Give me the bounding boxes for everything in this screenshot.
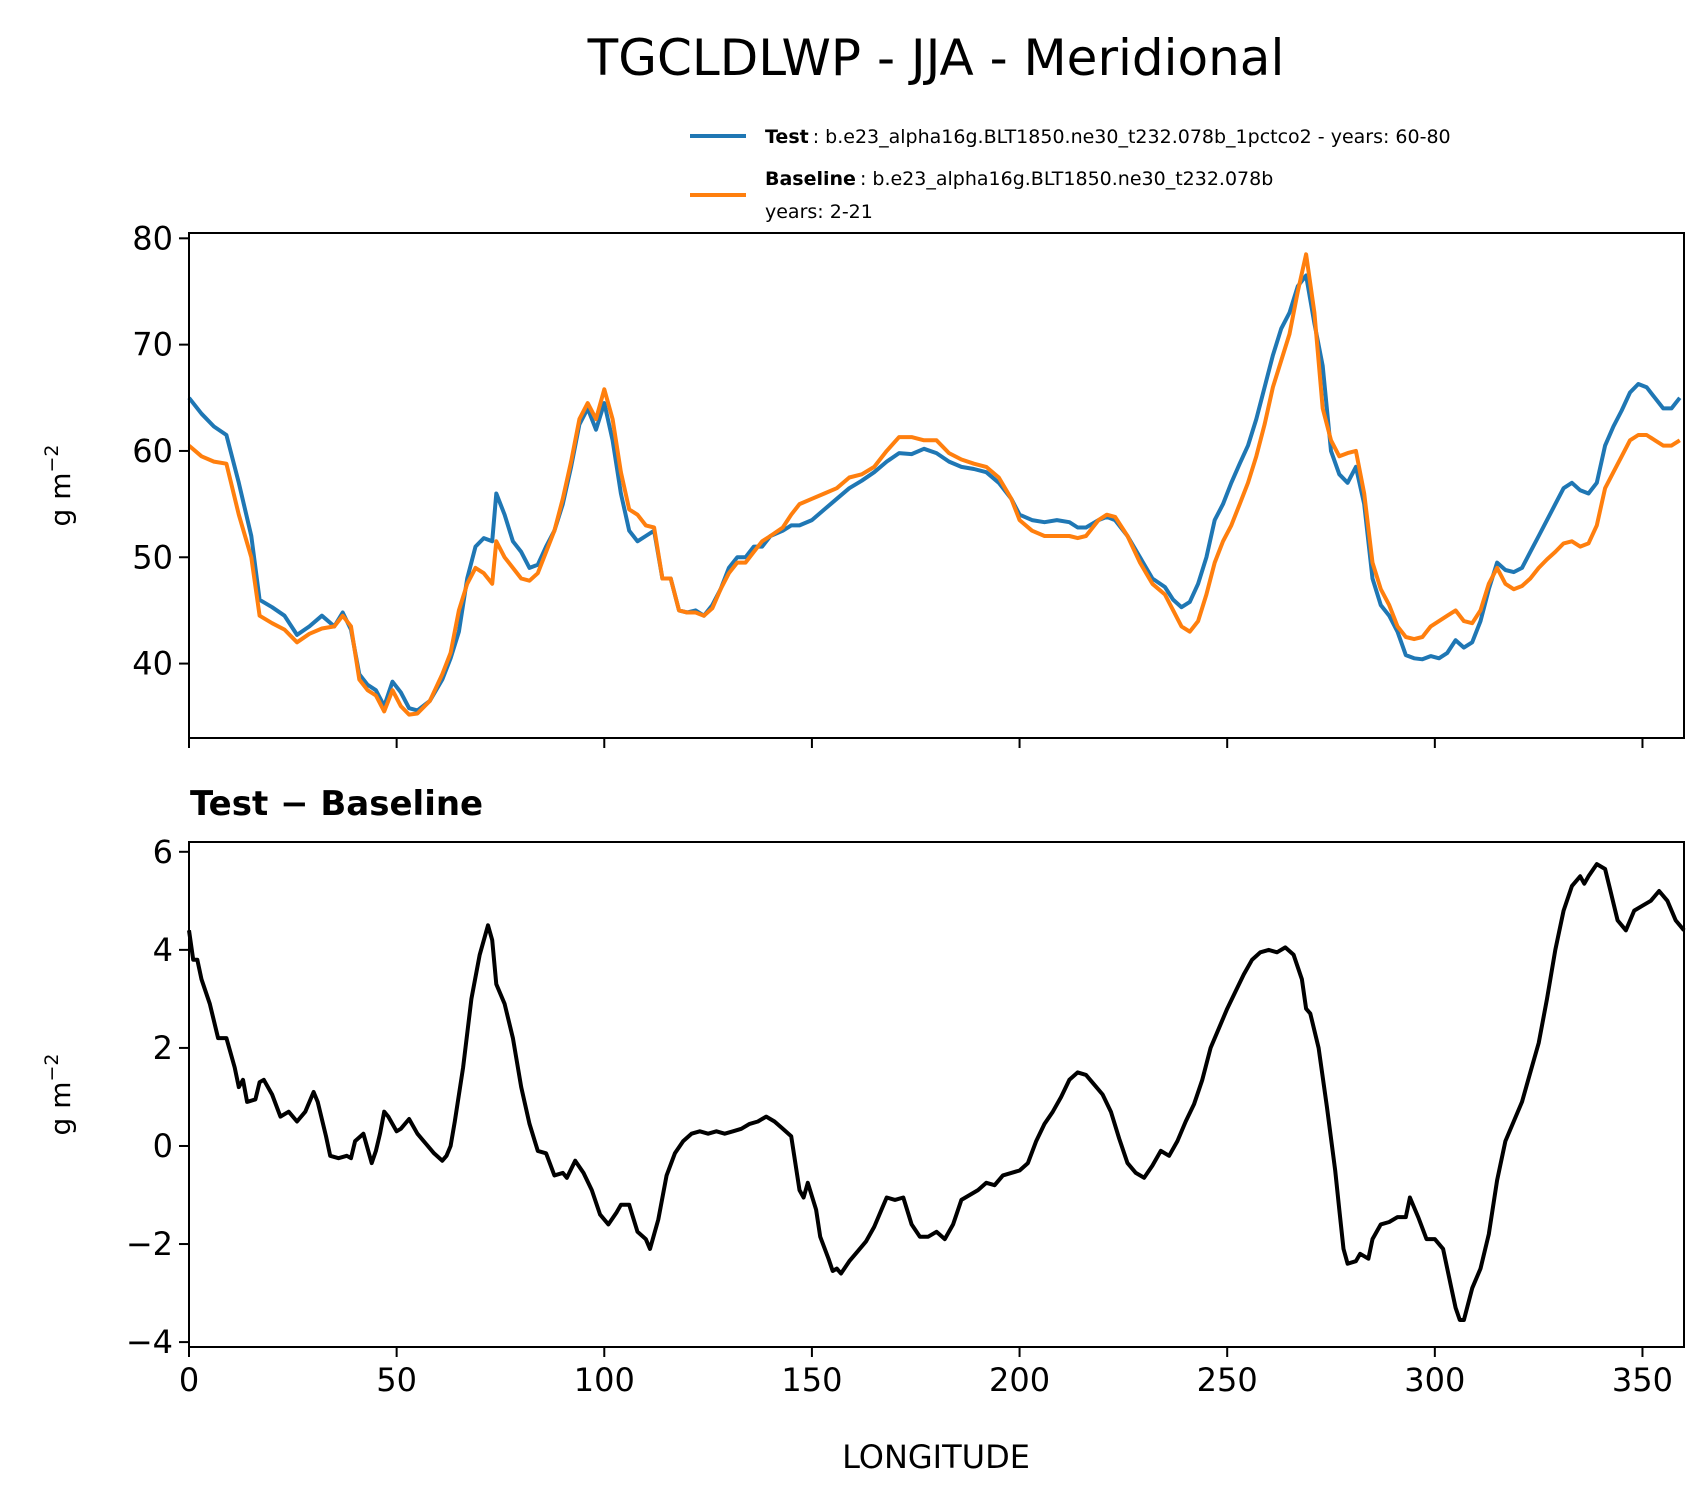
bottom-x-tick-label: 0	[179, 1361, 199, 1399]
top-series-line-baseline	[187, 252, 1681, 717]
bottom-series-lines	[187, 862, 1686, 1322]
top-y-tick-label: 70	[132, 326, 173, 364]
legend-baseline-text: : b.e23_alpha16g.BLT1850.ne30_t232.078b	[860, 168, 1273, 190]
bottom-panel-title: Test − Baseline	[190, 784, 483, 824]
top-x-ticks	[188, 738, 1644, 748]
bottom-x-tick-label: 50	[376, 1361, 417, 1399]
bottom-y-ticks: −4 −2 0 2 4 6	[126, 833, 189, 1361]
legend-baseline-entry: Baseline: b.e23_alpha16g.BLT1850.ne30_t2…	[765, 168, 1273, 190]
bottom-y-tick-label: −2	[126, 1225, 173, 1263]
bottom-y-tick-label: 2	[153, 1029, 173, 1067]
bottom-series-line-diff	[187, 862, 1686, 1322]
top-panel: 40 50 60 70 80 g m−2	[41, 219, 1685, 748]
legend-baseline-years: years: 2-21	[765, 201, 873, 223]
bottom-x-tick-label: 150	[781, 1361, 842, 1399]
bottom-x-tick-label: 350	[1612, 1361, 1673, 1399]
bottom-y-tick-label: 4	[153, 931, 173, 969]
bottom-x-tick-label: 250	[1197, 1361, 1258, 1399]
bottom-x-tick-label: 100	[574, 1361, 635, 1399]
top-y-tick-label: 60	[132, 432, 173, 470]
bottom-x-tick-label: 200	[989, 1361, 1050, 1399]
bottom-plot-frame	[188, 841, 1685, 1348]
top-y-axis-label-base: g m	[44, 473, 77, 527]
bottom-panel: Test − Baseline 0 50 100 150 200 250 300 350 −4…	[41, 784, 1686, 1476]
x-axis-label: LONGITUDE	[842, 1438, 1030, 1476]
top-y-axis-label: g m−2	[41, 445, 77, 527]
legend-test-text: : b.e23_alpha16g.BLT1850.ne30_t232.078b_…	[813, 126, 1451, 148]
top-y-tick-label: 40	[132, 645, 173, 683]
legend-baseline-key: Baseline	[765, 168, 856, 190]
legend-test-key: Test	[765, 126, 809, 148]
bottom-y-tick-label: 6	[153, 833, 173, 871]
top-y-tick-label: 80	[132, 219, 173, 257]
bottom-x-ticks: 0 50 100 150 200 250 300 350	[179, 1347, 1673, 1399]
bottom-y-tick-label: 0	[153, 1127, 173, 1165]
bottom-y-axis-label-base: g m	[44, 1082, 77, 1136]
bottom-y-tick-label: −4	[126, 1323, 173, 1361]
top-series-lines	[187, 252, 1682, 717]
top-y-tick-label: 50	[132, 538, 173, 576]
top-y-ticks: 40 50 60 70 80	[132, 219, 189, 683]
legend-test-entry: Test: b.e23_alpha16g.BLT1850.ne30_t232.0…	[765, 126, 1451, 148]
top-plot-frame	[188, 232, 1685, 739]
bottom-y-axis-label-exp: −2	[41, 1054, 63, 1082]
bottom-x-tick-label: 300	[1404, 1361, 1465, 1399]
legend: Test: b.e23_alpha16g.BLT1850.ne30_t232.0…	[690, 126, 1451, 223]
top-y-axis-label-exp: −2	[41, 445, 63, 473]
figure-title: TGCLDLWP - JJA - Meridional	[587, 29, 1285, 87]
bottom-y-axis-label: g m−2	[41, 1054, 77, 1136]
